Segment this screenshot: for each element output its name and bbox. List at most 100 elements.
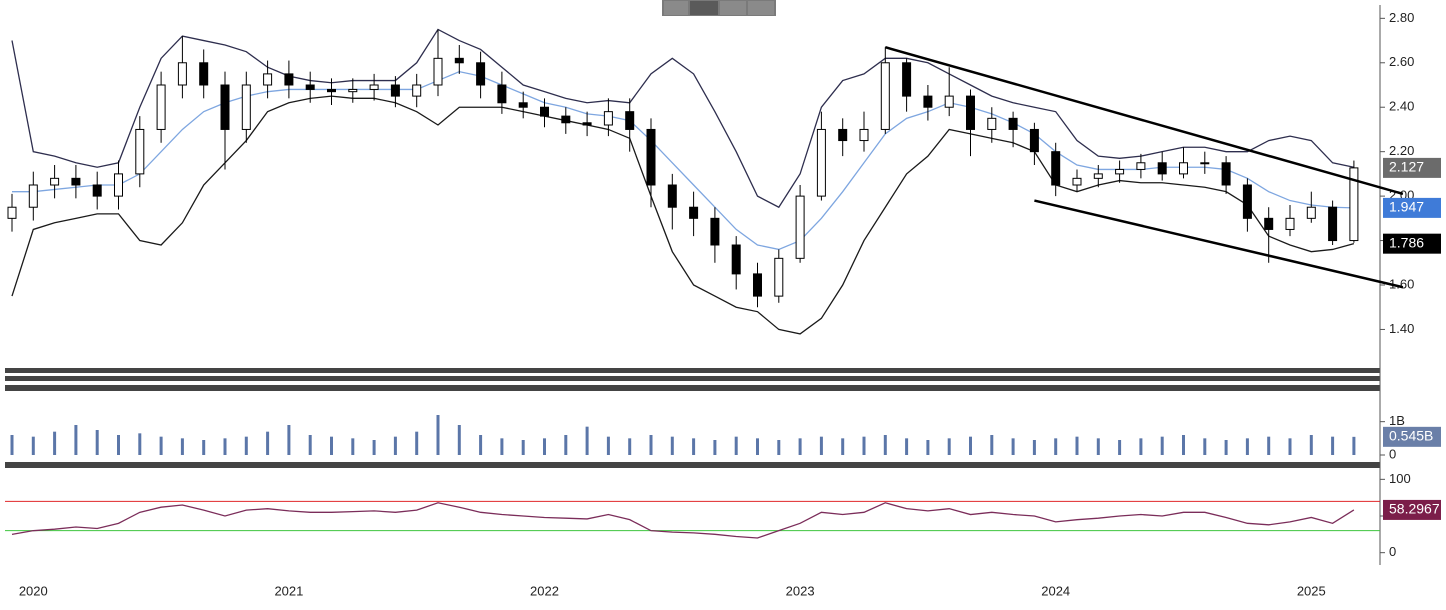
candle-body — [1115, 168, 1125, 175]
zoom-button[interactable] — [748, 1, 774, 15]
candle-body — [177, 62, 187, 86]
volume-bar — [393, 436, 397, 455]
candle-body — [966, 95, 975, 130]
price-tag-label: 2.127 — [1389, 159, 1424, 175]
volume-bar — [95, 430, 99, 455]
candle-body — [497, 84, 507, 104]
volume-bar — [628, 438, 632, 455]
candle-body — [689, 206, 699, 219]
volume-bar — [202, 440, 206, 455]
volume-bar — [862, 436, 866, 455]
volume-bar — [1352, 436, 1356, 455]
volume-bar — [990, 435, 994, 455]
trendline — [1034, 199, 1404, 289]
price-tag — [1383, 426, 1441, 447]
volume-bar — [585, 426, 589, 455]
candle-body — [1328, 206, 1338, 242]
volume-bar — [287, 425, 291, 455]
y-tick-label: 0 — [1389, 544, 1396, 559]
volume-bar — [1160, 436, 1164, 455]
candle-body — [7, 206, 17, 219]
volume-bar — [1075, 436, 1079, 455]
candle-body — [369, 84, 379, 90]
candle-body — [603, 111, 613, 126]
bollinger-band — [11, 28, 1355, 209]
candle-body — [348, 88, 358, 93]
candle-body — [71, 177, 81, 186]
candle-body — [561, 115, 571, 124]
volume-bar — [713, 440, 717, 455]
trendline — [884, 46, 1404, 196]
y-tick-label: 0 — [1389, 446, 1396, 461]
volume-bar — [436, 415, 440, 455]
volume-bar — [1011, 438, 1015, 455]
x-tick-label: 2020 — [19, 583, 48, 598]
price-tag — [1383, 197, 1441, 218]
candle-body — [795, 195, 805, 259]
candle-body — [710, 217, 720, 246]
candle-body — [156, 84, 166, 130]
candle-body — [540, 106, 549, 117]
candle-body — [1349, 167, 1359, 242]
volume-bar — [372, 440, 376, 455]
candle-body — [753, 273, 762, 297]
candle-body — [1008, 117, 1018, 130]
candle-body — [902, 62, 912, 97]
separators — [5, 5, 1381, 565]
y-tick-label: 1.60 — [1389, 276, 1414, 291]
volume-bar — [798, 438, 802, 455]
volume-bar — [1139, 438, 1143, 455]
draw-button[interactable] — [690, 1, 718, 15]
candle-body — [135, 128, 145, 175]
volume-bar — [756, 438, 759, 455]
volume-bar — [1096, 438, 1100, 455]
volume-bar — [564, 435, 568, 455]
candle-body — [390, 84, 400, 97]
volume-bar — [266, 431, 270, 455]
candle-body — [987, 117, 997, 130]
volume-bar — [1245, 438, 1249, 455]
cross-button[interactable] — [664, 1, 688, 15]
bollinger-band — [12, 70, 1354, 251]
candle-body — [1029, 128, 1039, 153]
price-tag — [1383, 157, 1441, 178]
candle-body — [412, 84, 422, 97]
volume-bar — [1203, 438, 1207, 455]
price-tag — [1383, 233, 1441, 254]
candle-body — [518, 102, 528, 108]
candle-body — [263, 73, 273, 86]
candle-body — [944, 95, 954, 108]
volume-bar — [31, 436, 35, 455]
bollinger-band — [11, 95, 1355, 335]
y-tick-label: 100 — [1389, 471, 1411, 486]
candle-body — [838, 128, 848, 142]
price-tag-label: 1.947 — [1389, 199, 1424, 215]
candle-body — [327, 88, 336, 93]
volume-bar — [457, 425, 461, 455]
volume-bar — [180, 438, 184, 455]
volume-bar — [1309, 435, 1313, 455]
candle-body — [646, 128, 656, 186]
volume-bar — [74, 425, 78, 455]
price-tag-label: 58.2967 — [1389, 501, 1440, 517]
candle-body — [625, 111, 635, 130]
y-tick-label: 2.60 — [1389, 54, 1414, 69]
candle-body — [1179, 162, 1188, 175]
volume-bar — [308, 435, 312, 455]
volume-bar — [947, 438, 951, 455]
volume-bar — [521, 440, 525, 455]
candle-body — [774, 257, 784, 297]
volume-bar — [10, 435, 14, 455]
volume-bar — [1118, 440, 1122, 455]
candle-body — [50, 177, 60, 186]
list-button[interactable] — [720, 1, 746, 15]
volume-bar — [649, 435, 653, 455]
rsi-line — [11, 502, 1355, 539]
volume-bar — [1182, 435, 1185, 455]
volume-bar — [1267, 436, 1271, 455]
candle-body — [1051, 151, 1061, 186]
volume-bar — [415, 431, 419, 455]
volume-bar — [692, 438, 696, 455]
volume-bar — [53, 431, 57, 455]
x-tick-label: 2024 — [1041, 583, 1070, 598]
